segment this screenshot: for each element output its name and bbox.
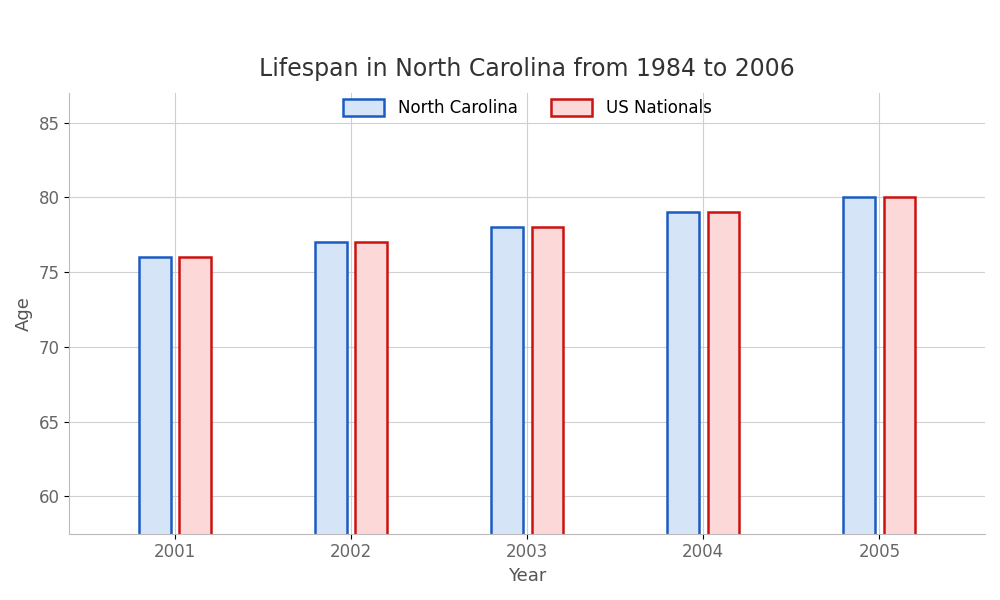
Bar <box>843 197 875 600</box>
Legend: North Carolina, US Nationals: North Carolina, US Nationals <box>336 92 718 124</box>
Bar <box>355 242 387 600</box>
Title: Lifespan in North Carolina from 1984 to 2006: Lifespan in North Carolina from 1984 to … <box>259 57 795 81</box>
Bar <box>532 227 563 600</box>
Bar <box>708 212 739 600</box>
Bar <box>884 197 915 600</box>
X-axis label: Year: Year <box>508 567 546 585</box>
Y-axis label: Age: Age <box>15 296 33 331</box>
Bar <box>139 257 171 600</box>
Bar <box>491 227 523 600</box>
Bar <box>179 257 211 600</box>
Bar <box>315 242 347 600</box>
Bar <box>667 212 699 600</box>
